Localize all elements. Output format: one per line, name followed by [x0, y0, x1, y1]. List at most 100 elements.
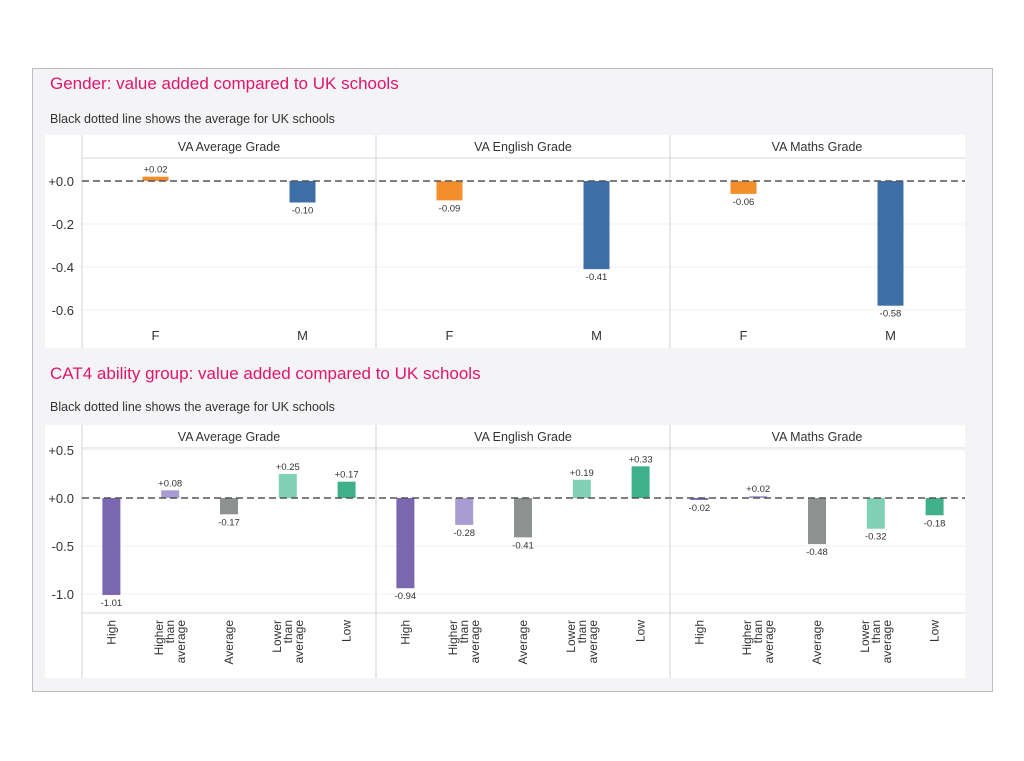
gender-chart-subtitle: Black dotted line shows the average for … — [50, 112, 335, 126]
category-label-line: Average — [516, 620, 530, 665]
data-label: -0.18 — [924, 518, 946, 529]
category-label-line: than — [163, 620, 177, 643]
data-label: -0.41 — [586, 272, 608, 283]
y-tick-label: -1.0 — [52, 587, 74, 602]
bar — [220, 498, 238, 515]
y-tick-label: +0.0 — [48, 491, 74, 506]
category-label: Low — [340, 620, 354, 642]
bar — [866, 498, 885, 529]
bar — [690, 498, 709, 500]
category-label: High — [398, 620, 412, 645]
bar — [289, 181, 316, 203]
bar — [337, 481, 356, 498]
category-label-line: than — [457, 620, 471, 643]
category-label: Average — [516, 620, 530, 665]
y-tick-label: +0.0 — [48, 174, 74, 189]
panel-title: VA Maths Grade — [772, 430, 863, 444]
category-label: High — [104, 620, 118, 645]
data-label: -0.32 — [865, 532, 887, 543]
data-label: -0.94 — [395, 591, 417, 602]
bar — [142, 176, 169, 181]
category-label-line: Average — [222, 620, 236, 665]
category-label-line: average — [586, 620, 600, 664]
data-label: -0.58 — [880, 309, 902, 320]
category-label: Higherthanaverage — [152, 620, 188, 664]
category-label: Higherthanaverage — [740, 620, 776, 664]
category-label-line: High — [398, 620, 412, 645]
y-tick-label: -0.4 — [52, 260, 74, 275]
category-label: F — [446, 328, 454, 343]
category-label: Average — [810, 620, 824, 665]
bar — [161, 490, 180, 498]
bar — [278, 474, 297, 498]
category-label: Average — [222, 620, 236, 665]
category-label-line: Lower — [270, 620, 284, 653]
category-label: High — [692, 620, 706, 645]
cat4-chart-subtitle: Black dotted line shows the average for … — [50, 400, 335, 414]
data-label: +0.02 — [746, 484, 770, 495]
category-label: M — [885, 328, 896, 343]
category-label-line: average — [880, 620, 894, 664]
bar — [436, 181, 463, 201]
category-label-line: Lower — [564, 620, 578, 653]
data-label: -1.01 — [101, 598, 123, 609]
cat4-chart-title: CAT4 ability group: value added compared… — [50, 364, 481, 383]
data-label: -0.06 — [733, 197, 755, 208]
category-label: Higherthanaverage — [446, 620, 482, 664]
data-label: -0.41 — [512, 540, 534, 551]
data-label: +0.25 — [276, 462, 300, 473]
data-label: -0.48 — [806, 547, 828, 558]
category-label-line: than — [575, 620, 589, 643]
category-label: Lowerthanaverage — [564, 620, 600, 664]
bar — [455, 498, 474, 525]
category-label: Low — [634, 620, 648, 642]
category-label-line: than — [751, 620, 765, 643]
category-label-line: than — [281, 620, 295, 643]
category-label-line: Low — [928, 620, 942, 642]
category-label-line: than — [869, 620, 883, 643]
data-label: -0.09 — [439, 203, 461, 214]
y-tick-label: -0.2 — [52, 217, 74, 232]
category-label: Lowerthanaverage — [270, 620, 306, 664]
data-label: -0.17 — [218, 517, 240, 528]
chart-panel-background — [45, 425, 965, 678]
category-label-line: Low — [634, 620, 648, 642]
bar — [396, 498, 415, 589]
gender-chart-title: Gender: value added compared to UK schoo… — [50, 74, 399, 93]
category-label-line: High — [104, 620, 118, 645]
panel-title: VA English Grade — [474, 140, 572, 154]
category-label: M — [591, 328, 602, 343]
category-label: F — [152, 328, 160, 343]
bar — [102, 498, 121, 595]
category-label: M — [297, 328, 308, 343]
category-label-line: Lower — [858, 620, 872, 653]
data-label: +0.08 — [158, 478, 182, 489]
category-label-line: average — [292, 620, 306, 664]
data-label: +0.33 — [629, 454, 653, 465]
data-label: -0.02 — [689, 503, 711, 514]
bar — [808, 498, 826, 545]
data-label: +0.02 — [143, 165, 167, 176]
data-label: -0.28 — [453, 528, 475, 539]
bar — [749, 496, 768, 498]
category-label-line: Higher — [740, 620, 754, 655]
data-label: +0.19 — [570, 468, 594, 479]
category-label: Low — [928, 620, 942, 642]
y-tick-label: +0.5 — [48, 443, 74, 458]
bar — [730, 181, 757, 194]
chart-panel-background — [45, 135, 965, 348]
category-label-line: Higher — [152, 620, 166, 655]
category-label-line: average — [174, 620, 188, 664]
category-label: Lowerthanaverage — [858, 620, 894, 664]
y-tick-label: -0.5 — [52, 539, 74, 554]
category-label-line: High — [692, 620, 706, 645]
category-label: F — [740, 328, 748, 343]
bar — [572, 479, 591, 498]
panel-title: VA Average Grade — [178, 140, 280, 154]
bar — [877, 181, 904, 306]
data-label: +0.17 — [335, 470, 359, 481]
category-label-line: average — [762, 620, 776, 664]
bar — [583, 181, 610, 270]
category-label-line: average — [468, 620, 482, 664]
